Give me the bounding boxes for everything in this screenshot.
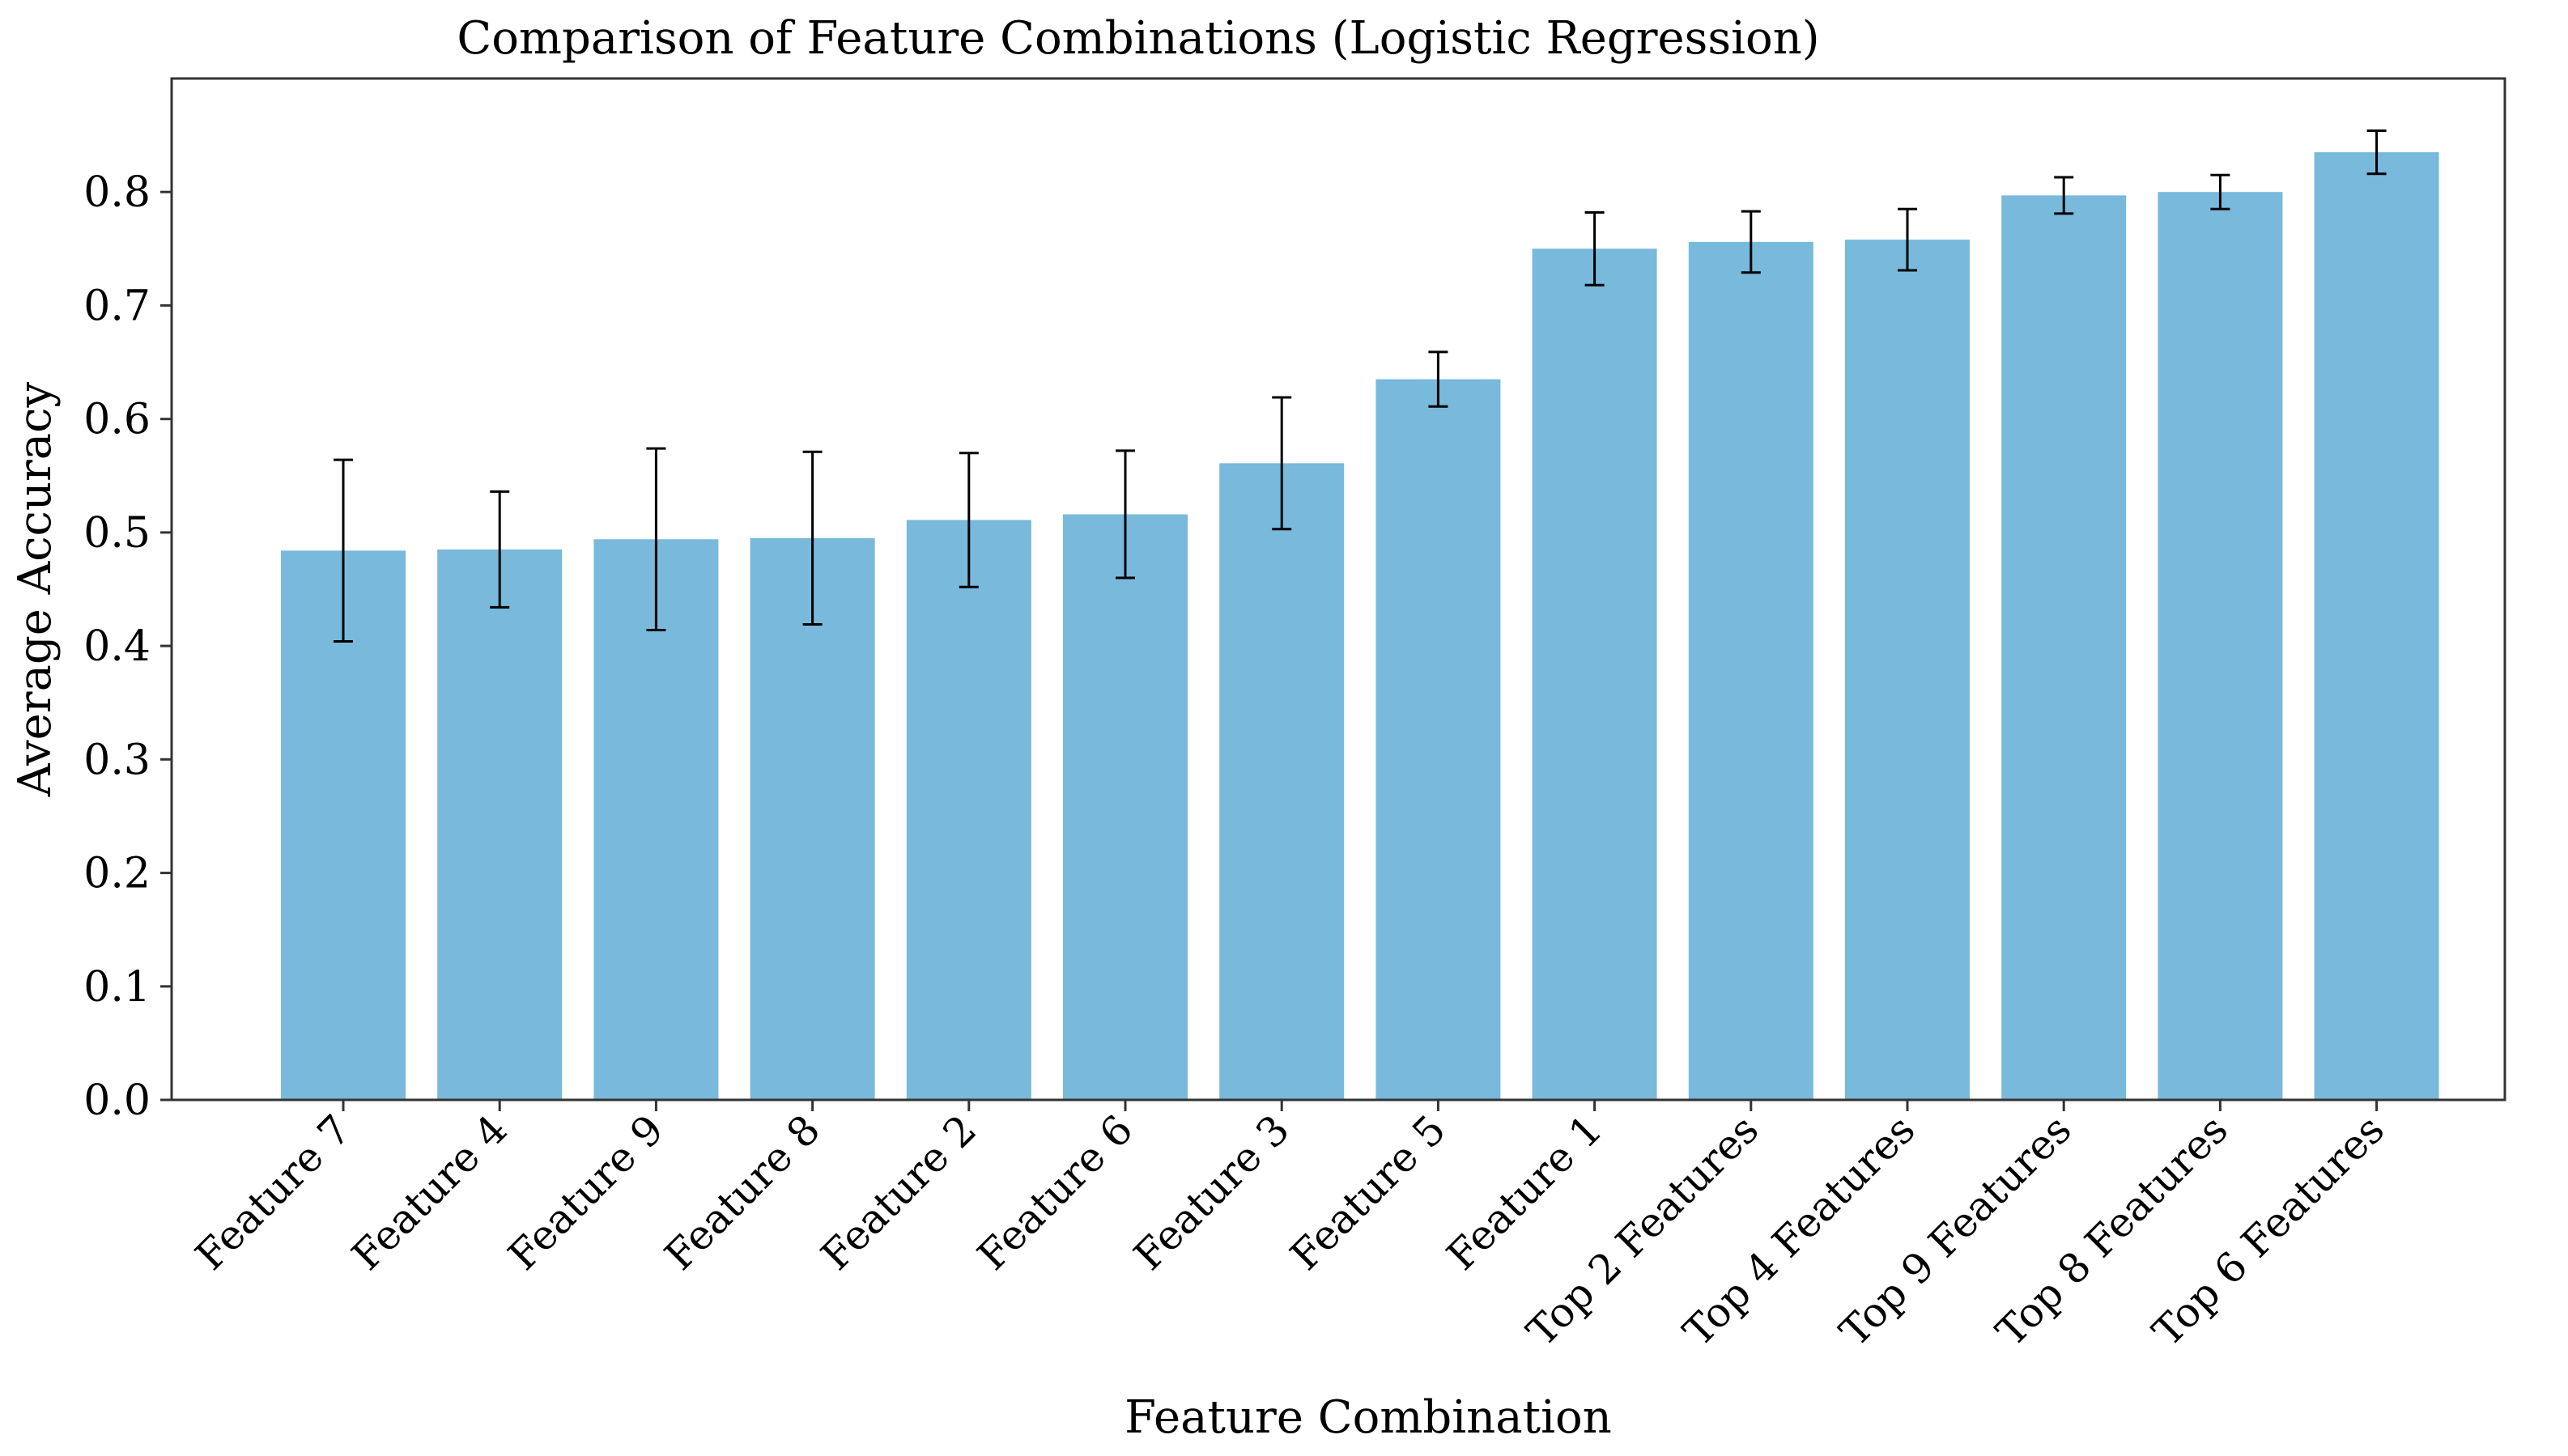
y-axis: 0.0 0.1 0.2 0.3 0.4 0.5 0.6 0.7 0.8 <box>83 168 172 1125</box>
error-bar <box>1741 210 1761 274</box>
bar <box>593 539 719 1100</box>
errorbars-layer <box>334 129 2387 643</box>
error-bar <box>646 447 666 631</box>
bar <box>1845 240 1970 1101</box>
error-bar <box>1116 449 1135 579</box>
error-bar <box>959 452 979 588</box>
y-tick-label: 0.0 <box>83 1076 151 1125</box>
error-bar <box>1428 350 1448 408</box>
error-bar <box>334 458 353 643</box>
bar <box>2001 195 2127 1100</box>
y-tick-label: 0.6 <box>83 396 151 444</box>
bar <box>1375 379 1501 1101</box>
bar <box>906 520 1031 1100</box>
bar <box>1688 241 1813 1100</box>
error-bar <box>1584 211 1605 287</box>
x-axis-label: Feature Combination <box>1125 1391 1612 1444</box>
bar <box>1219 463 1345 1100</box>
error-bar <box>1898 207 1917 272</box>
error-bar <box>1272 396 1292 531</box>
y-tick-label: 0.2 <box>83 850 151 898</box>
y-tick-label: 0.1 <box>83 963 151 1012</box>
bar <box>1532 248 1657 1100</box>
bar <box>750 537 875 1100</box>
error-bar <box>2366 129 2387 176</box>
bar <box>2158 192 2283 1101</box>
bar <box>1063 514 1188 1100</box>
error-bar <box>2054 176 2074 215</box>
plot-area-frame <box>170 77 2506 1102</box>
y-tick-label: 0.7 <box>83 282 151 330</box>
bar <box>437 549 563 1100</box>
bars-layer <box>281 152 2439 1101</box>
error-bar <box>2210 173 2230 210</box>
y-tick-label: 0.8 <box>83 168 151 217</box>
y-tick-label: 0.5 <box>83 509 151 558</box>
error-bar <box>802 450 823 626</box>
chart-title: Comparison of Feature Combinations (Logi… <box>457 12 1819 65</box>
error-bar <box>490 490 510 609</box>
y-tick-label: 0.3 <box>83 736 151 784</box>
bar <box>2314 152 2439 1101</box>
y-axis-label: Average Accuracy <box>9 382 62 798</box>
y-tick-label: 0.4 <box>83 622 151 671</box>
